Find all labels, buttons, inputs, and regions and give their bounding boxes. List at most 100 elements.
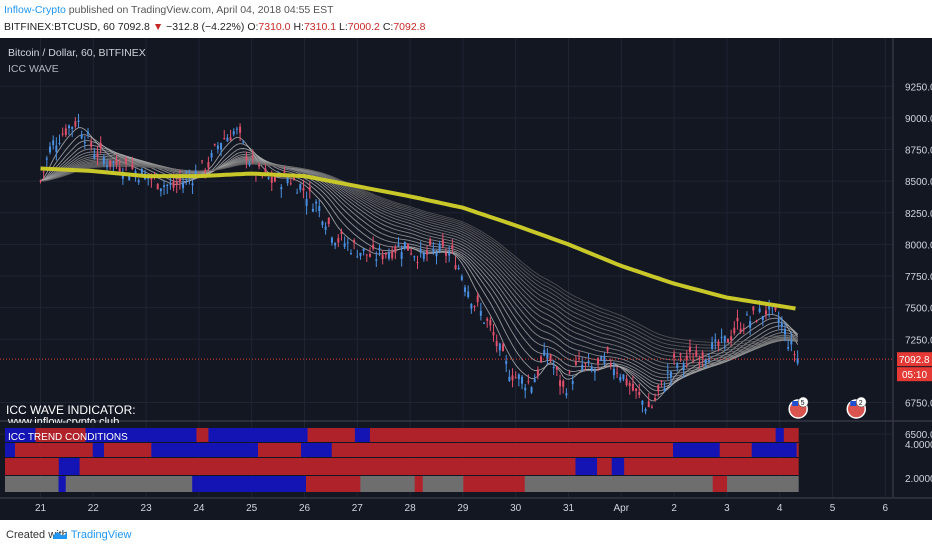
trend-condition-cell bbox=[604, 428, 661, 442]
candle-body bbox=[416, 261, 419, 263]
candle-body bbox=[109, 160, 112, 167]
footer-bar: Created with TradingView bbox=[0, 520, 932, 550]
candle-body bbox=[422, 252, 425, 259]
candle-body bbox=[232, 131, 235, 135]
candle-body bbox=[597, 357, 600, 364]
candle-body bbox=[169, 183, 172, 185]
candle-body bbox=[362, 248, 365, 252]
chart-area[interactable]: 9250.0 9000.0 8750.0 8500.0 8250.0 8000.0 7750… bbox=[0, 38, 932, 520]
trend-condition-cell bbox=[520, 458, 558, 475]
trend-condition-cell bbox=[591, 443, 645, 457]
candle-body bbox=[502, 344, 505, 352]
candle-body bbox=[334, 243, 337, 246]
trend-condition-cell bbox=[177, 476, 193, 492]
trend-condition-cell bbox=[499, 458, 522, 475]
candle-body bbox=[473, 305, 476, 307]
trend-condition-cell bbox=[307, 428, 323, 442]
candle-body bbox=[375, 259, 378, 261]
trend-condition-cell bbox=[719, 443, 729, 457]
x-tick-label: 3 bbox=[724, 503, 730, 514]
candle-body bbox=[128, 173, 131, 181]
trend-condition-cell bbox=[449, 443, 498, 457]
candle-body bbox=[600, 356, 603, 361]
x-tick-label: 6 bbox=[883, 503, 889, 514]
candle-body bbox=[172, 181, 175, 188]
candle-body bbox=[99, 142, 102, 148]
trend-condition-cell bbox=[494, 458, 501, 475]
trend-condition-cell bbox=[681, 476, 714, 492]
trend-condition-cell bbox=[645, 476, 682, 492]
candle-body bbox=[210, 153, 213, 158]
close-value: 7092.8 bbox=[393, 21, 426, 33]
candle-body bbox=[201, 160, 204, 162]
candle-body bbox=[121, 173, 124, 179]
flag-canton bbox=[850, 401, 857, 406]
candle-body bbox=[327, 217, 330, 225]
ribbon-ema-line bbox=[40, 127, 799, 402]
trend-condition-cell bbox=[222, 443, 259, 457]
trend-condition-cell bbox=[660, 428, 704, 442]
high-value: 7310.1 bbox=[303, 21, 337, 33]
price-chart-svg[interactable]: 9250.0 9000.0 8750.0 8500.0 8250.0 8000.0 7750… bbox=[0, 38, 932, 520]
x-tick-label: 4 bbox=[777, 503, 783, 514]
candle-body bbox=[305, 198, 308, 206]
trend-condition-cell bbox=[301, 443, 333, 457]
candle-body bbox=[644, 409, 647, 412]
candle-body bbox=[514, 377, 517, 379]
candle-body bbox=[106, 165, 109, 168]
candle-body bbox=[492, 331, 495, 336]
candle-body bbox=[166, 184, 169, 186]
candle-body bbox=[71, 126, 74, 129]
created-with-text: Created with bbox=[6, 529, 68, 541]
author-link[interactable]: Inflow-Crypto bbox=[4, 4, 66, 16]
symbol-line: BITFINEX:BTCUSD, 60 7092.8 ▼ −312.8 (−4.… bbox=[4, 21, 425, 33]
trend-condition-cell bbox=[14, 443, 62, 457]
watermark-url: www.inflow-crypto.club bbox=[8, 417, 120, 423]
low-value: 7000.2 bbox=[347, 21, 380, 33]
candle-body bbox=[505, 360, 508, 364]
candle-body bbox=[521, 376, 524, 384]
candle-body bbox=[194, 170, 197, 176]
y-tick-label: 9000.0 bbox=[905, 114, 932, 125]
trend-condition-cell bbox=[575, 458, 598, 475]
candle-body bbox=[140, 168, 143, 175]
price-tag-bg bbox=[897, 352, 932, 367]
candle-body bbox=[793, 354, 796, 356]
trend-condition-cell bbox=[406, 428, 450, 442]
candle-body bbox=[337, 238, 340, 243]
candle-body bbox=[378, 248, 381, 250]
candle-body bbox=[739, 328, 742, 333]
trend-condition-cell bbox=[727, 476, 771, 492]
trend-condition-cell bbox=[286, 428, 309, 442]
candle-body bbox=[787, 347, 790, 349]
candle-body bbox=[125, 158, 128, 164]
trend-condition-cell bbox=[69, 458, 81, 475]
candle-body bbox=[308, 187, 311, 191]
trend-condition-cell bbox=[424, 458, 436, 475]
trend-condition-cell bbox=[591, 476, 646, 492]
candle-body bbox=[546, 353, 549, 359]
trend-condition-cell bbox=[651, 458, 657, 475]
candle-body bbox=[511, 375, 514, 381]
candle-body bbox=[223, 138, 226, 140]
x-tick-label: 5 bbox=[830, 503, 836, 514]
trend-condition-cell bbox=[361, 443, 420, 457]
trend-condition-cell bbox=[165, 476, 179, 492]
candle-body bbox=[707, 359, 710, 362]
trend-condition-cell bbox=[349, 458, 365, 475]
candle-body bbox=[562, 380, 565, 387]
candle-body bbox=[796, 358, 799, 364]
candle-body bbox=[552, 366, 555, 369]
trend-condition-cell bbox=[247, 476, 307, 492]
trend-condition-cell bbox=[673, 443, 721, 457]
trend-condition-cell bbox=[151, 443, 193, 457]
tradingview-link[interactable]: TradingView bbox=[52, 528, 131, 541]
candle-body bbox=[163, 185, 166, 187]
candle-body bbox=[780, 323, 783, 327]
candle-body bbox=[581, 364, 584, 370]
trend-condition-cell bbox=[192, 476, 249, 492]
y-tick-label: 6500.0 bbox=[905, 430, 932, 441]
y-tick-label: 9250.0 bbox=[905, 82, 932, 93]
trend-condition-cell bbox=[58, 476, 67, 492]
low-label: L: bbox=[339, 21, 348, 33]
